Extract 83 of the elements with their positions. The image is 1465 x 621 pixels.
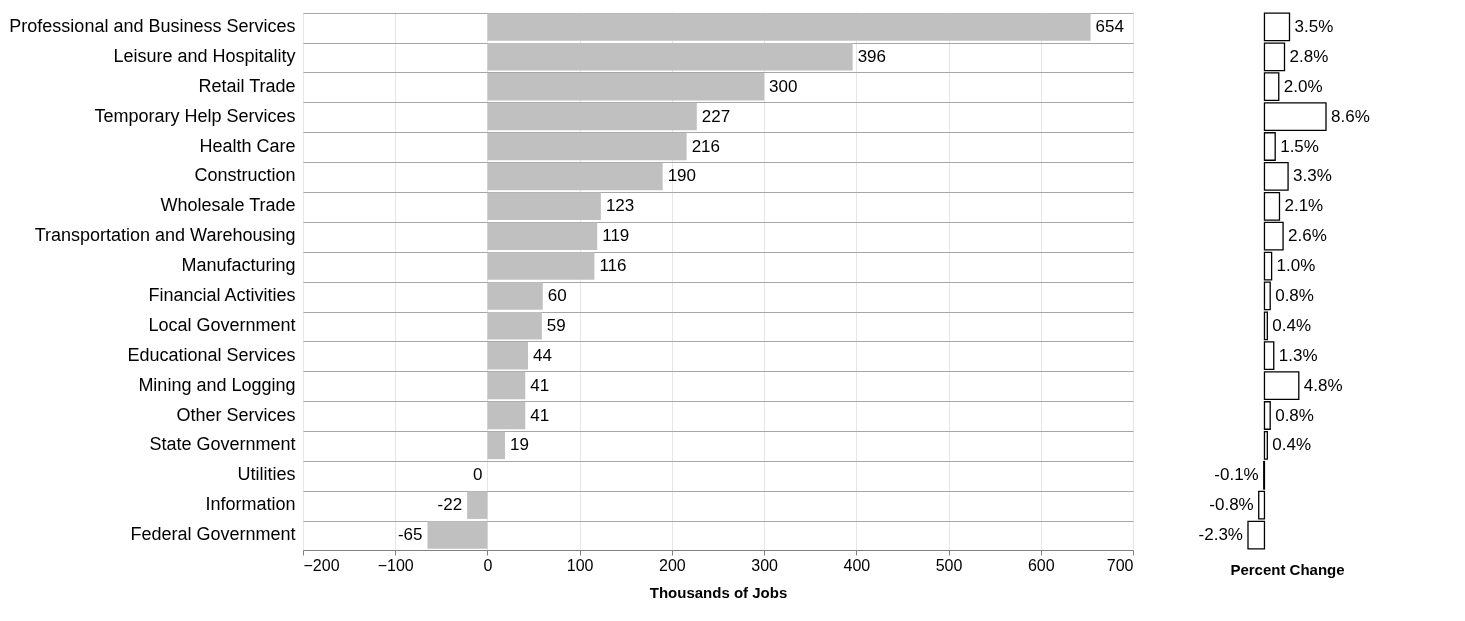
x-tick-label: 0 [483, 556, 493, 574]
data-label: 2.1% [1284, 196, 1324, 216]
x-tick-label: 600 [1027, 556, 1055, 574]
y-tick-label: Construction [194, 165, 296, 186]
y-tick-label: Temporary Help Services [94, 105, 296, 126]
bar [487, 341, 529, 370]
bar [487, 282, 543, 310]
y-tick-label: Other Services [176, 404, 296, 425]
bar [487, 401, 526, 430]
y-tick-label: Financial Activities [148, 284, 296, 305]
y-tick-label: State Government [149, 434, 296, 455]
data-label: 1.3% [1278, 345, 1318, 365]
x-tick-label: −200 [303, 556, 340, 574]
x-tick-label: 300 [751, 556, 779, 574]
data-label: 2.6% [1288, 226, 1327, 246]
bar [487, 252, 595, 280]
x-axis-title: Thousands of Jobs [649, 583, 788, 601]
data-label: 300 [769, 76, 798, 96]
bar [487, 192, 601, 221]
data-label: 396 [857, 46, 887, 66]
data-label: 3.5% [1294, 16, 1334, 36]
y-tick-label: Mining and Logging [138, 374, 296, 395]
data-label: 1.5% [1280, 136, 1319, 156]
y-tick-label: Transportation and Warehousing [34, 225, 296, 246]
bar [487, 132, 687, 161]
bar [467, 491, 488, 519]
bar [487, 43, 853, 71]
y-tick-label: Health Care [199, 135, 296, 156]
data-label: 0.8% [1275, 405, 1314, 425]
data-label: 8.6% [1331, 106, 1370, 126]
data-label: 3.3% [1293, 166, 1332, 186]
x-tick-label: 500 [935, 556, 963, 574]
data-label: 19 [509, 435, 529, 455]
data-label: 227 [701, 106, 731, 126]
y-tick-label: Local Government [148, 314, 296, 335]
bar [487, 102, 697, 131]
y-tick-label: Information [205, 494, 296, 515]
data-label: 654 [1095, 16, 1124, 36]
bar [487, 162, 663, 191]
data-label: 41 [530, 375, 550, 395]
y-tick-label: Retail Trade [198, 75, 296, 96]
data-label: 60 [547, 285, 567, 305]
data-label: 2.0% [1283, 76, 1323, 96]
data-label: -0.8% [1209, 495, 1254, 515]
y-tick-label: Educational Services [127, 344, 296, 365]
y-tick-label: Leisure and Hospitality [113, 45, 296, 66]
data-label: 1.0% [1276, 256, 1316, 276]
data-label: 0.4% [1272, 435, 1312, 455]
data-label: 123 [605, 196, 635, 216]
x-axis-title: Percent Change [1230, 560, 1345, 578]
x-tick-label: 400 [843, 556, 871, 574]
x-tick-label: −100 [377, 556, 414, 574]
bar [487, 312, 542, 340]
data-label: 2.8% [1289, 46, 1329, 66]
data-label: -2.3% [1198, 525, 1243, 545]
bar [427, 521, 488, 549]
data-label: 116 [599, 256, 627, 276]
bar [487, 13, 1091, 41]
data-label: 4.8% [1303, 375, 1343, 395]
data-label: -65 [397, 525, 423, 545]
y-tick-label: Federal Government [130, 524, 296, 545]
bar [487, 431, 505, 460]
data-label: 119 [602, 226, 630, 246]
data-label: 190 [667, 166, 697, 186]
data-label: 0.4% [1272, 315, 1312, 335]
x-tick-label: 200 [659, 556, 686, 574]
data-label: 44 [533, 345, 552, 365]
data-label: -0.1% [1214, 465, 1259, 485]
data-label: 59 [546, 315, 566, 335]
x-tick-label: 700 [1106, 556, 1134, 574]
y-tick-label: Utilities [237, 464, 296, 485]
data-label: 0.8% [1275, 285, 1314, 305]
data-label: 216 [691, 136, 721, 156]
y-tick-label: Wholesale Trade [160, 195, 296, 216]
x-tick-label: 100 [566, 556, 594, 574]
y-tick-label: Professional and Business Services [9, 15, 296, 36]
bar [487, 72, 765, 101]
bar [487, 222, 598, 250]
y-tick-label: Manufacturing [181, 255, 296, 276]
data-label: 0 [472, 465, 483, 485]
data-label: -22 [437, 495, 463, 515]
bar [487, 371, 526, 400]
data-label: 41 [530, 405, 550, 425]
